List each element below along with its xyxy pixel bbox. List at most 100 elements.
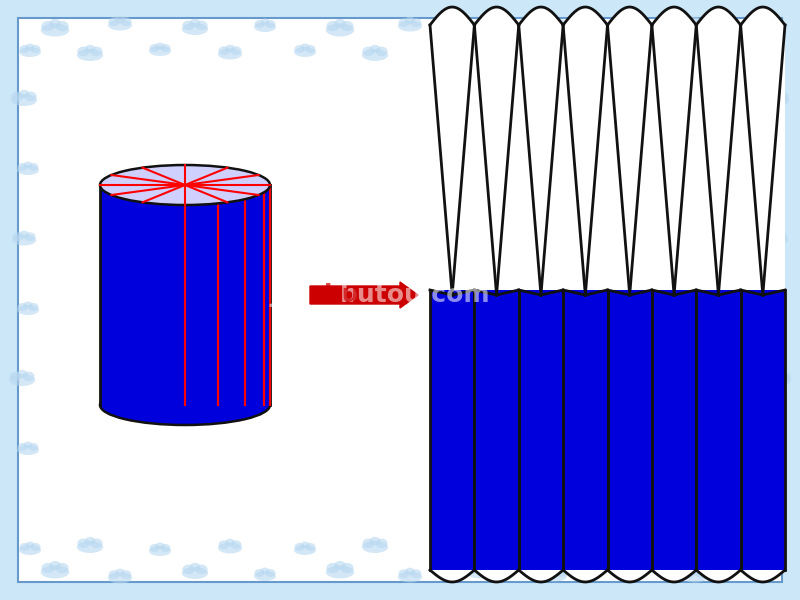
- Ellipse shape: [115, 16, 125, 23]
- Ellipse shape: [508, 542, 532, 553]
- Polygon shape: [430, 570, 474, 582]
- Ellipse shape: [42, 563, 54, 574]
- Ellipse shape: [610, 565, 639, 578]
- Ellipse shape: [306, 45, 315, 53]
- Ellipse shape: [555, 19, 566, 28]
- Polygon shape: [607, 7, 652, 295]
- Ellipse shape: [225, 44, 235, 52]
- Ellipse shape: [763, 94, 789, 106]
- Ellipse shape: [398, 20, 422, 31]
- Ellipse shape: [626, 21, 638, 31]
- Ellipse shape: [611, 563, 624, 574]
- Ellipse shape: [690, 17, 700, 25]
- Ellipse shape: [434, 543, 445, 551]
- Ellipse shape: [744, 567, 766, 577]
- Ellipse shape: [294, 47, 316, 57]
- Ellipse shape: [294, 45, 305, 53]
- Bar: [607, 290, 652, 570]
- Ellipse shape: [334, 561, 346, 570]
- Ellipse shape: [150, 544, 159, 552]
- Ellipse shape: [762, 163, 771, 171]
- Ellipse shape: [763, 92, 775, 101]
- Bar: [474, 290, 518, 570]
- Ellipse shape: [19, 230, 29, 238]
- Ellipse shape: [254, 569, 265, 577]
- Ellipse shape: [398, 569, 410, 578]
- Text: butou.com: butou.com: [340, 283, 490, 307]
- Polygon shape: [563, 570, 607, 582]
- Ellipse shape: [543, 19, 554, 28]
- Ellipse shape: [441, 43, 450, 50]
- Ellipse shape: [266, 569, 275, 577]
- Ellipse shape: [405, 568, 415, 575]
- Ellipse shape: [750, 563, 759, 571]
- Ellipse shape: [17, 370, 27, 378]
- Ellipse shape: [777, 92, 789, 101]
- Ellipse shape: [90, 47, 102, 56]
- Ellipse shape: [108, 19, 132, 31]
- Ellipse shape: [730, 45, 741, 53]
- Ellipse shape: [434, 47, 456, 57]
- Ellipse shape: [543, 568, 554, 577]
- Ellipse shape: [19, 47, 41, 57]
- Polygon shape: [652, 570, 696, 582]
- Ellipse shape: [254, 22, 276, 32]
- Ellipse shape: [579, 545, 601, 555]
- Ellipse shape: [42, 21, 54, 31]
- Ellipse shape: [195, 565, 208, 574]
- Ellipse shape: [362, 49, 388, 61]
- Ellipse shape: [773, 370, 783, 378]
- Ellipse shape: [590, 45, 601, 53]
- Bar: [696, 290, 741, 570]
- Ellipse shape: [370, 537, 381, 545]
- Ellipse shape: [509, 46, 519, 55]
- Polygon shape: [474, 7, 518, 295]
- Polygon shape: [741, 570, 785, 582]
- Ellipse shape: [610, 23, 639, 37]
- Ellipse shape: [619, 561, 631, 570]
- Ellipse shape: [362, 47, 374, 56]
- Ellipse shape: [555, 568, 566, 577]
- Ellipse shape: [398, 19, 410, 27]
- Ellipse shape: [370, 45, 381, 53]
- Ellipse shape: [155, 43, 165, 49]
- Polygon shape: [607, 570, 652, 582]
- Polygon shape: [741, 7, 785, 295]
- Ellipse shape: [334, 19, 346, 28]
- Ellipse shape: [765, 374, 791, 386]
- Ellipse shape: [590, 543, 601, 551]
- Ellipse shape: [777, 232, 787, 241]
- Polygon shape: [607, 290, 652, 295]
- Ellipse shape: [18, 303, 27, 311]
- Ellipse shape: [149, 546, 171, 556]
- Ellipse shape: [579, 47, 601, 57]
- Ellipse shape: [405, 17, 415, 25]
- Ellipse shape: [100, 165, 270, 205]
- Ellipse shape: [218, 49, 242, 59]
- Ellipse shape: [649, 539, 659, 548]
- Ellipse shape: [761, 305, 783, 315]
- Polygon shape: [474, 290, 518, 295]
- Ellipse shape: [661, 47, 671, 56]
- Ellipse shape: [326, 563, 339, 574]
- Ellipse shape: [161, 44, 170, 52]
- Ellipse shape: [730, 543, 741, 551]
- Ellipse shape: [745, 565, 754, 573]
- Polygon shape: [652, 7, 696, 295]
- Ellipse shape: [767, 301, 777, 308]
- Ellipse shape: [182, 20, 194, 30]
- Ellipse shape: [326, 23, 354, 37]
- Ellipse shape: [225, 539, 235, 547]
- Ellipse shape: [773, 163, 782, 171]
- Ellipse shape: [550, 566, 560, 574]
- Ellipse shape: [508, 49, 532, 59]
- Ellipse shape: [90, 539, 102, 548]
- Ellipse shape: [521, 540, 531, 549]
- Ellipse shape: [18, 90, 30, 98]
- Ellipse shape: [18, 163, 27, 171]
- Ellipse shape: [266, 20, 275, 28]
- Ellipse shape: [19, 543, 30, 551]
- Bar: [741, 290, 785, 570]
- Ellipse shape: [611, 21, 624, 31]
- Ellipse shape: [77, 541, 103, 553]
